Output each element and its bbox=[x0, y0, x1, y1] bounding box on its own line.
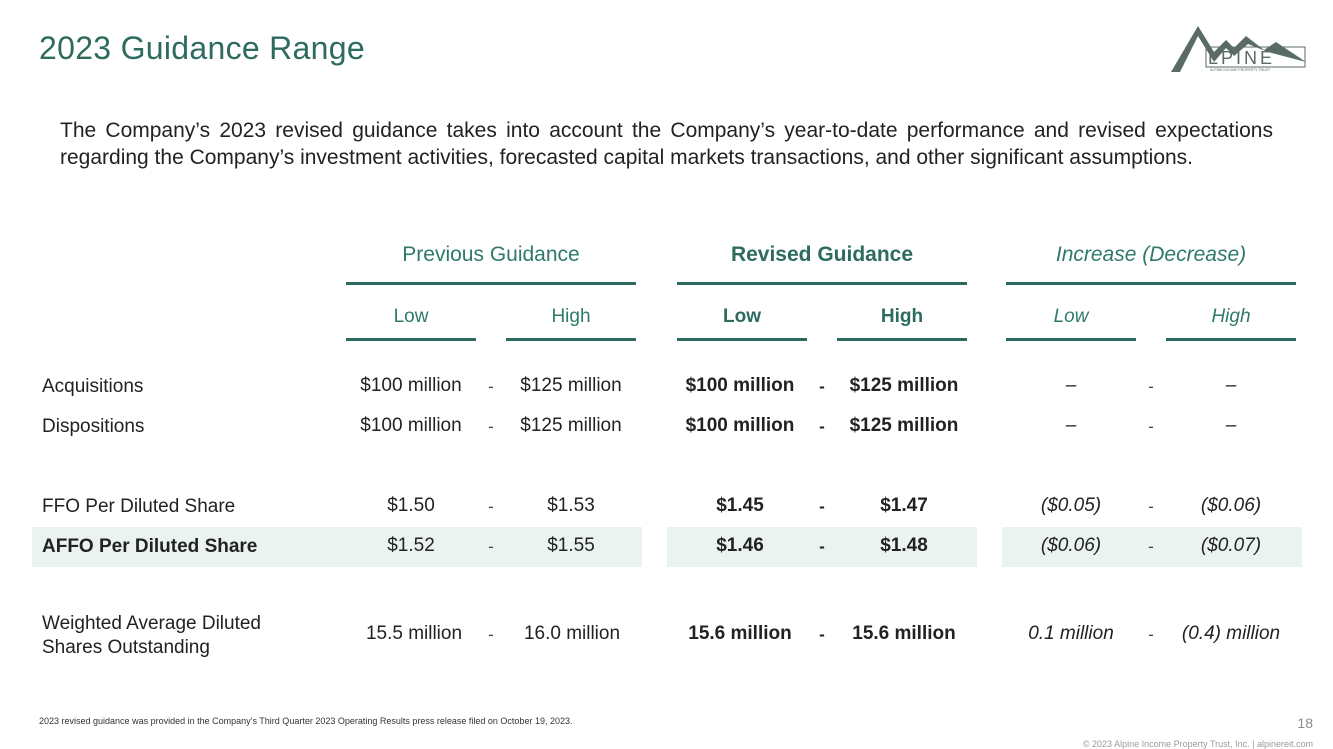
table-cell: – bbox=[1065, 375, 1077, 396]
row-label-ffo: FFO Per Diluted Share bbox=[42, 496, 236, 517]
row-label-line: Shares Outstanding bbox=[42, 637, 210, 658]
table-cell: $1.55 bbox=[547, 535, 595, 556]
table-cell: 16.0 million bbox=[523, 623, 621, 644]
table-cell: $125 million bbox=[520, 415, 622, 436]
footnote: 2023 revised guidance was provided in th… bbox=[39, 716, 573, 726]
range-separator: - bbox=[488, 537, 494, 556]
range-separator: - bbox=[488, 625, 494, 644]
row-label-acquisitions: Acquisitions bbox=[42, 376, 144, 397]
page-number: 18 bbox=[1297, 715, 1313, 731]
copyright: © 2023 Alpine Income Property Trust, Inc… bbox=[1082, 739, 1313, 749]
table-cell: $1.48 bbox=[880, 535, 928, 556]
table-cell: $100 million bbox=[685, 375, 795, 396]
range-separator: - bbox=[819, 377, 825, 396]
table-cell: $1.47 bbox=[880, 495, 928, 516]
table-cell: $1.52 bbox=[387, 535, 435, 556]
subheader-rev-high: High bbox=[880, 306, 924, 327]
subheader-prev-high: High bbox=[551, 306, 591, 327]
table-cell: $100 million bbox=[360, 375, 462, 396]
subheader-chg-low: Low bbox=[1053, 306, 1089, 327]
row-label-weighted-shares: Weighted Average Diluted Shares Outstand… bbox=[42, 612, 261, 660]
range-separator: - bbox=[1148, 625, 1154, 644]
subheader-rule bbox=[677, 338, 807, 341]
range-separator: - bbox=[819, 497, 825, 516]
page-title: 2023 Guidance Range bbox=[39, 30, 365, 66]
subheader-rule bbox=[1166, 338, 1296, 341]
group-header-previous: Previous Guidance bbox=[402, 243, 580, 266]
range-separator: - bbox=[819, 625, 825, 644]
subheader-rule bbox=[346, 338, 476, 341]
table-cell: ($0.05) bbox=[1040, 495, 1102, 516]
subheader-rule bbox=[1006, 338, 1136, 341]
range-separator: - bbox=[488, 377, 494, 396]
table-cell: 0.1 million bbox=[1028, 623, 1114, 644]
highlight-band-revised bbox=[667, 527, 977, 567]
group-rule-revised bbox=[677, 282, 967, 285]
logo-tagline: ALPINE INCOME PROPERTY TRUST bbox=[1210, 68, 1271, 72]
table-cell: 15.6 million bbox=[688, 623, 792, 644]
table-cell: $1.46 bbox=[716, 535, 764, 556]
table-cell: $1.50 bbox=[387, 495, 435, 516]
range-separator: - bbox=[488, 417, 494, 436]
range-separator: - bbox=[819, 537, 825, 556]
table-cell: ($0.07) bbox=[1200, 535, 1262, 556]
table-cell: $125 million bbox=[849, 375, 959, 396]
table-cell: – bbox=[1225, 415, 1237, 436]
intro-paragraph: The Company’s 2023 revised guidance take… bbox=[60, 119, 1273, 169]
subheader-rule bbox=[837, 338, 967, 341]
group-header-revised: Revised Guidance bbox=[730, 243, 914, 266]
table-cell: $125 million bbox=[849, 415, 959, 436]
row-label-line: Weighted Average Diluted bbox=[42, 613, 262, 634]
subheader-rev-low: Low bbox=[723, 306, 761, 327]
highlight-band-label bbox=[32, 527, 642, 567]
row-label-dispositions: Dispositions bbox=[42, 416, 145, 437]
subheader-rule bbox=[506, 338, 636, 341]
table-cell: $1.45 bbox=[716, 495, 764, 516]
table-cell: ($0.06) bbox=[1040, 535, 1102, 556]
subheader-chg-high: High bbox=[1211, 306, 1251, 327]
table-cell: ($0.06) bbox=[1200, 495, 1262, 516]
range-separator: - bbox=[1148, 417, 1154, 436]
range-separator: - bbox=[1148, 537, 1154, 556]
range-separator: - bbox=[1148, 497, 1154, 516]
table-cell: $100 million bbox=[685, 415, 795, 436]
range-separator: - bbox=[488, 497, 494, 516]
table-cell: (0.4) million bbox=[1181, 623, 1281, 644]
group-rule-change bbox=[1006, 282, 1296, 285]
table-cell: – bbox=[1065, 415, 1077, 436]
row-label-affo: AFFO Per Diluted Share bbox=[42, 536, 258, 557]
highlight-band-change bbox=[1002, 527, 1302, 567]
table-cell: – bbox=[1225, 375, 1237, 396]
alpine-logo: LPINE ALPINE INCOME PROPERTY TRUST bbox=[1171, 26, 1306, 72]
range-separator: - bbox=[1148, 377, 1154, 396]
logo-wordmark: LPINE bbox=[1208, 48, 1275, 68]
group-header-change: Increase (Decrease) bbox=[1055, 243, 1247, 266]
table-cell: $125 million bbox=[520, 375, 622, 396]
group-rule-previous bbox=[346, 282, 636, 285]
table-cell: 15.6 million bbox=[852, 623, 956, 644]
table-cell: $100 million bbox=[360, 415, 462, 436]
table-cell: $1.53 bbox=[547, 495, 595, 516]
range-separator: - bbox=[819, 417, 825, 436]
subheader-prev-low: Low bbox=[393, 306, 429, 327]
table-cell: 15.5 million bbox=[365, 623, 463, 644]
